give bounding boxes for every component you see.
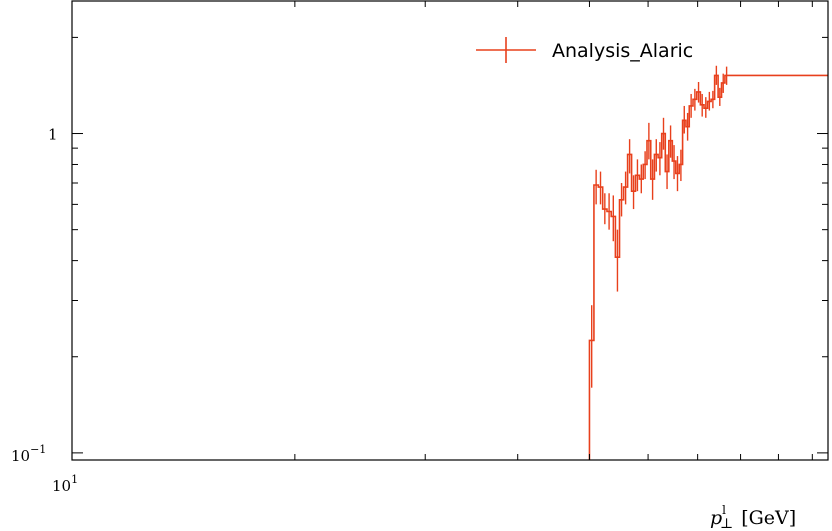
tick-layer <box>72 1 828 460</box>
legend: Analysis_Alaric <box>476 37 693 63</box>
x-axis-label-sub: ⊥ <box>720 516 733 531</box>
x-axis-label: pl ⊥ [GeV] <box>710 503 796 531</box>
x-axis-label-unit: [GeV] <box>741 507 796 529</box>
y-tick-label-base: 10 <box>11 447 30 465</box>
x-tick-label-10: 101 <box>52 473 78 495</box>
x-tick-label-exp: 1 <box>71 473 78 486</box>
plot-frame <box>71 0 829 461</box>
y-tick-label-exp: −1 <box>30 443 46 456</box>
x-axis-label-main: p <box>710 507 722 529</box>
legend-label: Analysis_Alaric <box>552 40 693 62</box>
data-layer <box>588 65 828 460</box>
y-tick-label-0.1: 10−1 <box>11 443 46 465</box>
y-tick-label-1: 1 <box>48 126 58 144</box>
x-axis-label-sup: l <box>722 503 726 517</box>
x-tick-label-base: 10 <box>52 477 71 495</box>
